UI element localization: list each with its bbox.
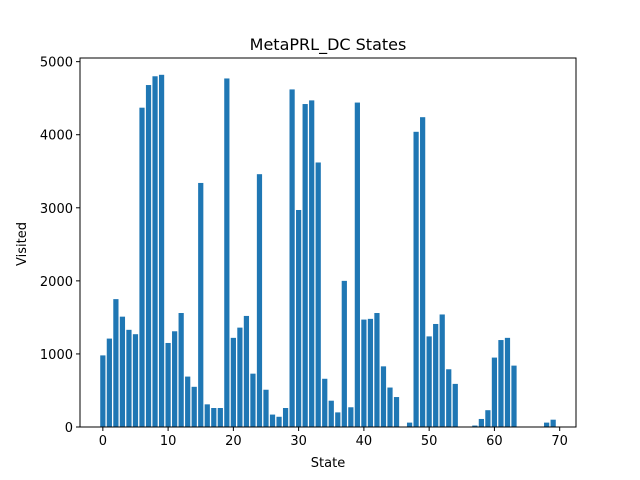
bar bbox=[198, 182, 204, 427]
bar bbox=[491, 357, 498, 427]
bar bbox=[185, 376, 191, 427]
y-tick-label: 4000 bbox=[40, 129, 73, 144]
bar bbox=[269, 414, 276, 427]
bar bbox=[374, 313, 380, 427]
bar bbox=[452, 383, 458, 427]
bar bbox=[485, 410, 491, 427]
bar bbox=[139, 107, 145, 427]
bar bbox=[361, 319, 367, 427]
bar bbox=[100, 355, 106, 427]
bar bbox=[224, 78, 230, 427]
bar bbox=[504, 337, 511, 427]
chart-title: MetaPRL_DC States bbox=[250, 35, 407, 55]
bar bbox=[498, 340, 504, 427]
bar bbox=[348, 407, 354, 427]
x-tick-label: 0 bbox=[99, 434, 107, 449]
bar bbox=[544, 422, 550, 427]
bar bbox=[237, 327, 243, 427]
x-tick-label: 30 bbox=[290, 434, 307, 449]
plot-frame bbox=[79, 57, 577, 428]
bar bbox=[315, 162, 321, 427]
bar bbox=[217, 408, 223, 427]
bar bbox=[158, 74, 165, 427]
bar bbox=[380, 366, 387, 427]
bar bbox=[113, 299, 119, 427]
bars-group bbox=[100, 74, 556, 428]
bar bbox=[256, 174, 263, 427]
bar bbox=[309, 100, 315, 428]
bar bbox=[250, 373, 256, 427]
bar bbox=[106, 338, 112, 427]
bar bbox=[354, 102, 360, 428]
bar bbox=[172, 331, 178, 427]
bar bbox=[276, 416, 282, 427]
bar bbox=[289, 89, 295, 427]
bar bbox=[119, 316, 126, 427]
bar bbox=[387, 387, 393, 427]
bar bbox=[511, 365, 517, 427]
bar bbox=[433, 323, 439, 427]
bar bbox=[420, 117, 426, 427]
bar bbox=[126, 329, 132, 427]
bar bbox=[367, 318, 374, 427]
bar bbox=[191, 386, 197, 427]
bar bbox=[263, 389, 269, 427]
x-tick-label: 50 bbox=[421, 434, 438, 449]
bar bbox=[406, 422, 413, 427]
bar bbox=[426, 336, 432, 427]
bar bbox=[132, 334, 139, 427]
bar bbox=[550, 419, 556, 427]
bar bbox=[211, 408, 217, 427]
x-tick-label: 40 bbox=[356, 434, 373, 449]
bar bbox=[204, 404, 210, 427]
y-tick-label: 3000 bbox=[40, 202, 73, 217]
bar bbox=[178, 313, 184, 427]
bar bbox=[439, 314, 445, 427]
bar bbox=[145, 85, 152, 427]
bar bbox=[472, 425, 478, 427]
y-tick-label: 2000 bbox=[40, 275, 73, 290]
bar bbox=[335, 412, 341, 427]
bar bbox=[322, 378, 328, 427]
bar bbox=[282, 408, 289, 427]
x-tick-label: 70 bbox=[551, 434, 568, 449]
x-axis-label: State bbox=[311, 456, 345, 471]
y-tick-label: 5000 bbox=[40, 56, 73, 71]
bar bbox=[296, 209, 302, 427]
bar bbox=[230, 337, 236, 427]
bar bbox=[152, 76, 158, 427]
bar bbox=[478, 418, 484, 427]
x-tick-label: 60 bbox=[486, 434, 503, 449]
y-axis-label: Visited bbox=[15, 222, 30, 266]
x-tick-label: 10 bbox=[160, 434, 177, 449]
bar bbox=[341, 280, 347, 427]
bar bbox=[393, 397, 400, 427]
bar bbox=[446, 369, 452, 427]
bar bbox=[165, 342, 171, 427]
bar bbox=[243, 315, 250, 427]
bar bbox=[302, 104, 308, 427]
x-axis-ticks: 0 10 20 30 40 50 60 70 bbox=[99, 427, 568, 449]
y-tick-label: 1000 bbox=[40, 348, 73, 363]
bar bbox=[328, 400, 334, 427]
bar bbox=[413, 131, 419, 428]
y-tick-label: 0 bbox=[65, 421, 73, 436]
y-axis-ticks: 0 1000 2000 3000 4000 5000 bbox=[40, 56, 80, 436]
x-tick-label: 20 bbox=[225, 434, 242, 449]
